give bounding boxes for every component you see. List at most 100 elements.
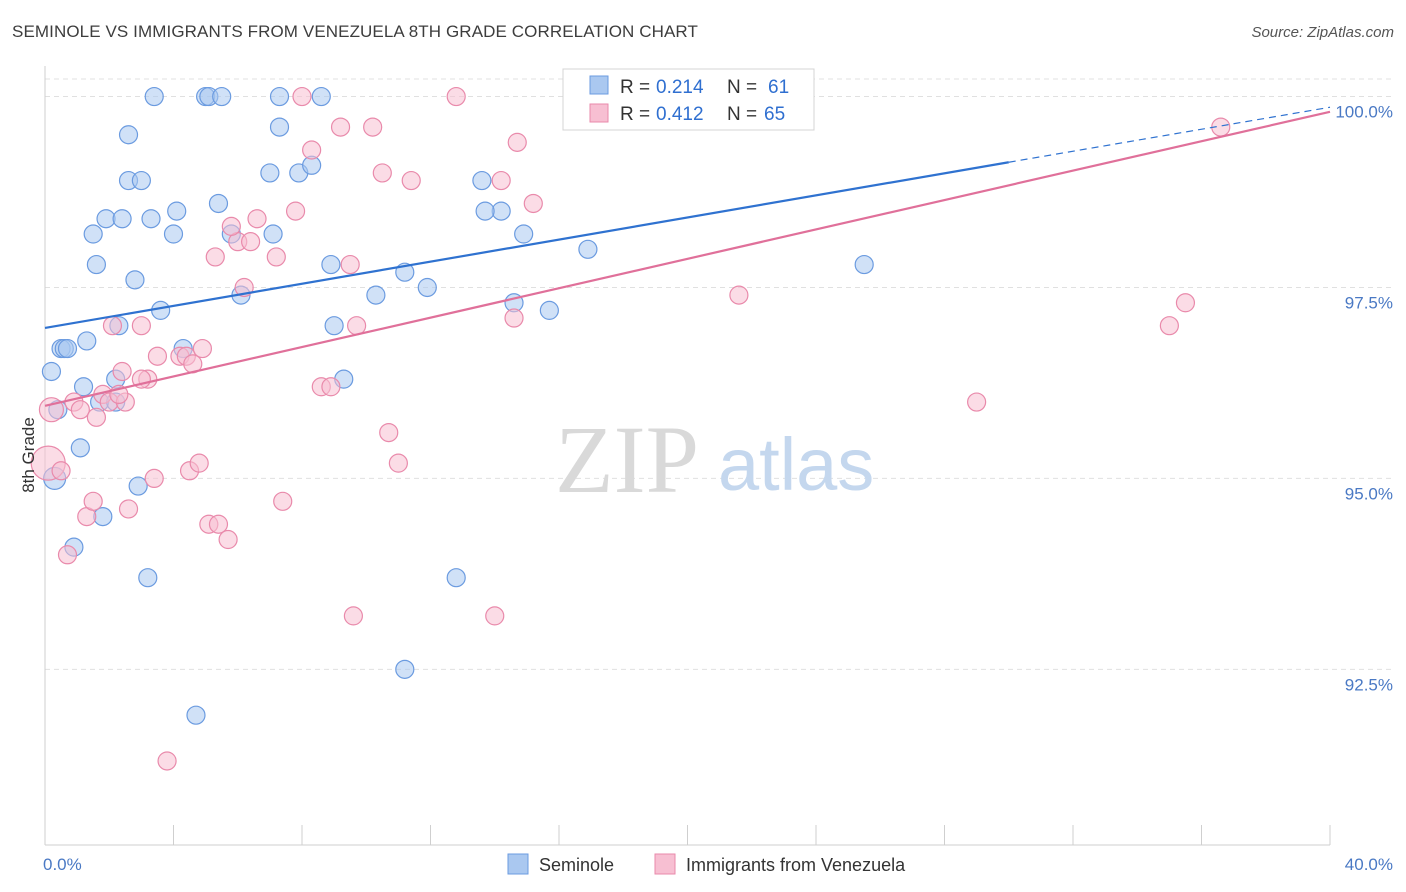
- venezuela-point: [401, 170, 421, 191]
- venezuela-point: [504, 308, 524, 328]
- venezuela-point: [70, 400, 90, 420]
- seminole-point: [514, 224, 534, 244]
- seminole-point: [138, 568, 158, 588]
- venezuela-point: [1159, 316, 1179, 336]
- venezuela-point: [446, 86, 466, 107]
- seminole-point: [475, 201, 495, 221]
- legend-n-value-1: 61: [768, 77, 789, 98]
- venezuela-point: [131, 316, 151, 336]
- seminole-point: [324, 316, 344, 336]
- venezuela-point: [147, 346, 168, 366]
- venezuela-point: [491, 170, 511, 191]
- legend-n-label-2: N =: [727, 104, 757, 125]
- tick-labels: 92.5% 95.0% 97.5% 100.0% 0.0% 40.0%: [43, 103, 1393, 874]
- seminole-point: [321, 254, 341, 275]
- bottom-legend-swatch-seminole: [507, 853, 529, 875]
- venezuela-point: [302, 140, 322, 160]
- seminole-point: [263, 224, 283, 244]
- seminole-points: [41, 86, 874, 725]
- watermark: ZIP atlas: [555, 406, 874, 513]
- venezuela-point: [205, 247, 225, 267]
- seminole-point: [186, 705, 206, 725]
- legend-r-label-1: R =: [620, 77, 650, 98]
- x-tick-label-0: 0.0%: [43, 855, 82, 874]
- venezuela-point: [102, 316, 123, 336]
- bottom-legend-seminole: Seminole: [539, 855, 614, 875]
- legend-r-value-2: 0.412: [656, 104, 704, 125]
- seminole-point: [578, 239, 598, 259]
- seminole-point: [417, 277, 437, 298]
- seminole-point: [163, 224, 184, 244]
- venezuela-point: [729, 285, 749, 305]
- venezuela-point: [157, 751, 177, 771]
- seminole-point: [395, 659, 415, 679]
- seminole-point: [70, 438, 90, 458]
- seminole-point: [57, 338, 78, 359]
- venezuela-point: [247, 209, 267, 229]
- venezuela-point: [241, 232, 261, 252]
- seminole-point: [260, 163, 280, 183]
- seminole-point: [112, 209, 132, 229]
- venezuela-point: [285, 201, 306, 221]
- venezuela-point: [218, 529, 238, 550]
- seminole-point: [141, 209, 161, 229]
- seminole-point: [73, 377, 94, 397]
- seminole-point: [212, 86, 232, 107]
- seminole-point: [151, 300, 171, 320]
- legend: R = 0.214 N = 61 R = 0.412 N = 65: [562, 68, 815, 131]
- venezuela-point: [51, 461, 71, 481]
- seminole-point: [144, 86, 164, 107]
- seminole-point: [539, 300, 559, 320]
- seminole-point: [77, 331, 97, 351]
- venezuela-point: [507, 132, 527, 152]
- venezuela-point: [57, 545, 78, 565]
- source-label: Source: ZipAtlas.com: [1251, 24, 1394, 41]
- venezuela-point: [273, 491, 293, 511]
- seminole-point: [96, 209, 116, 229]
- seminole-point: [83, 224, 103, 244]
- seminole-point: [854, 254, 874, 275]
- venezuela-points: [30, 86, 1231, 771]
- legend-swatch-venezuela: [589, 103, 609, 123]
- chart-title: SEMINOLE VS IMMIGRANTS FROM VENEZUELA 8T…: [12, 22, 698, 41]
- seminole-point: [269, 117, 290, 137]
- venezuela-point: [266, 247, 286, 267]
- venezuela-point: [118, 499, 139, 519]
- bottom-legend: Seminole Immigrants from Venezuela: [507, 853, 906, 875]
- seminole-point: [311, 86, 331, 107]
- seminole-trend-extension: [1008, 106, 1331, 163]
- venezuela-point: [379, 422, 399, 443]
- seminole-point: [118, 125, 139, 145]
- seminole-point: [128, 476, 148, 496]
- grid-lines: [45, 78, 1392, 670]
- venezuela-point: [292, 86, 312, 107]
- watermark-zip: ZIP: [555, 406, 699, 513]
- venezuela-point: [967, 392, 987, 412]
- seminole-point: [491, 201, 511, 221]
- venezuela-point: [38, 397, 65, 423]
- seminole-point: [41, 361, 62, 382]
- seminole-trend-line: [44, 161, 1009, 330]
- seminole-point: [446, 568, 466, 588]
- venezuela-point: [343, 606, 363, 626]
- trend-lines: [44, 106, 1331, 407]
- venezuela-point: [221, 216, 241, 236]
- venezuela-point: [192, 338, 213, 359]
- legend-n-value-2: 65: [764, 104, 785, 125]
- seminole-point: [208, 193, 229, 214]
- venezuela-point: [372, 163, 392, 183]
- x-tick-label-1: 40.0%: [1345, 855, 1393, 874]
- bottom-legend-venezuela: Immigrants from Venezuela: [686, 855, 906, 875]
- venezuela-point: [523, 193, 543, 214]
- legend-n-label-1: N =: [727, 77, 757, 98]
- watermark-atlas: atlas: [718, 423, 874, 506]
- venezuela-point: [388, 453, 408, 473]
- venezuela-point: [363, 117, 383, 137]
- y-tick-label-0: 92.5%: [1345, 675, 1393, 694]
- venezuela-point: [485, 606, 505, 626]
- y-tick-label-3: 100.0%: [1335, 103, 1393, 122]
- venezuela-point: [347, 316, 367, 336]
- venezuela-point: [340, 254, 360, 275]
- y-axis-title: 8th Grade: [19, 417, 38, 493]
- venezuela-point: [189, 453, 209, 473]
